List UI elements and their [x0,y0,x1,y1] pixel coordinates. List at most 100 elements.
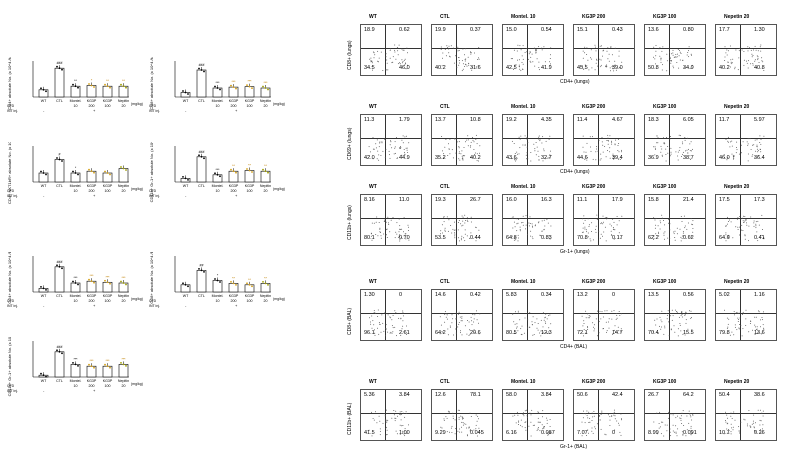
cell-event [689,155,691,157]
cell-event [461,225,463,227]
scatter-dots [581,214,623,242]
cell-event [673,57,675,58]
cell-event [531,223,533,225]
cell-event [396,137,397,139]
cell-event [522,224,524,226]
cell-event [760,420,762,422]
cell-event [674,230,676,232]
cell-event [614,415,616,417]
data-point [56,157,58,159]
cell-event [726,223,728,225]
cell-event [742,220,744,222]
cell-event [583,329,585,331]
cell-event [385,140,387,142]
cell-event [609,223,611,225]
cell-event [690,310,692,312]
cell-event [455,428,457,430]
cell-event [687,222,689,224]
cell-event [380,237,382,239]
cell-event [734,68,736,70]
cell-event [728,221,729,222]
cell-event [756,55,758,57]
cell-event [598,139,600,141]
cell-event [543,427,545,429]
cell-event [603,231,605,233]
gate-horizontal [361,312,421,314]
quadrant-value: 10.8 [470,117,481,123]
cell-event [621,151,622,153]
cell-event [542,160,544,162]
cell-event [590,240,592,242]
cell-event [594,69,596,71]
significance-label: ** [106,79,109,83]
cell-event [756,148,758,150]
cell-event [599,237,601,239]
cell-event [660,222,662,224]
cell-event [399,62,400,64]
cell-event [529,312,531,314]
cell-event [399,234,401,236]
cell-event [612,228,614,230]
cell-event [748,410,750,412]
flow-plot: CTL 14.6 0.42 64.2 20.6 [431,279,493,341]
cell-event [679,417,681,419]
cell-event [461,320,463,322]
cell-event [592,416,594,418]
cell-event [529,412,531,414]
cell-event [377,235,379,237]
cell-event [520,424,522,426]
cell-event [684,139,686,141]
cell-event [444,146,446,148]
cell-event [611,140,612,142]
cell-event [515,239,517,241]
group-label: KG3P [103,294,113,298]
cell-event [549,135,551,137]
cell-event [742,230,744,231]
cell-event [525,224,527,226]
cell-event [525,228,526,230]
cell-event [678,316,680,318]
cell-event [402,325,404,327]
y-axis-label: CD4+ absolute No. (x 10^4 /lungs) [7,57,12,110]
cell-event [599,419,601,421]
significance-label: * [217,273,219,277]
cell-event [458,146,460,148]
gate-horizontal [645,137,705,139]
cell-event [518,218,520,220]
cell-event [754,430,756,432]
flow-plot: Montel. 10 5.83 0.34 80.5 12.3 [502,279,564,341]
flow-group-title: WT [369,184,377,190]
cell-event [371,239,373,241]
cell-event [739,324,741,325]
cell-event [405,68,407,70]
cell-event [584,219,586,221]
cell-event [729,219,730,221]
cell-event [403,431,405,432]
cell-event [690,218,692,220]
cell-event [734,324,736,326]
cell-event [681,235,683,237]
cell-event [659,411,661,413]
cell-event [385,229,387,231]
cell-event [730,412,732,414]
cell-event [517,310,519,312]
cell-event [402,412,404,414]
quadrant-value: 46.0 [399,65,410,71]
data-point [88,278,90,281]
cell-event [688,56,690,58]
cell-event [517,222,519,224]
cell-event [407,224,409,226]
cell-event [462,424,464,426]
cell-event [512,216,514,218]
cell-event [730,61,732,63]
cell-event [515,311,516,313]
cell-event [618,55,620,57]
cell-event [402,49,404,51]
cell-event [464,240,466,242]
cell-event [670,147,672,149]
cell-event [543,46,545,48]
cell-event [600,318,602,320]
cell-event [397,415,398,417]
cell-event [373,52,375,54]
cell-event [548,138,550,140]
